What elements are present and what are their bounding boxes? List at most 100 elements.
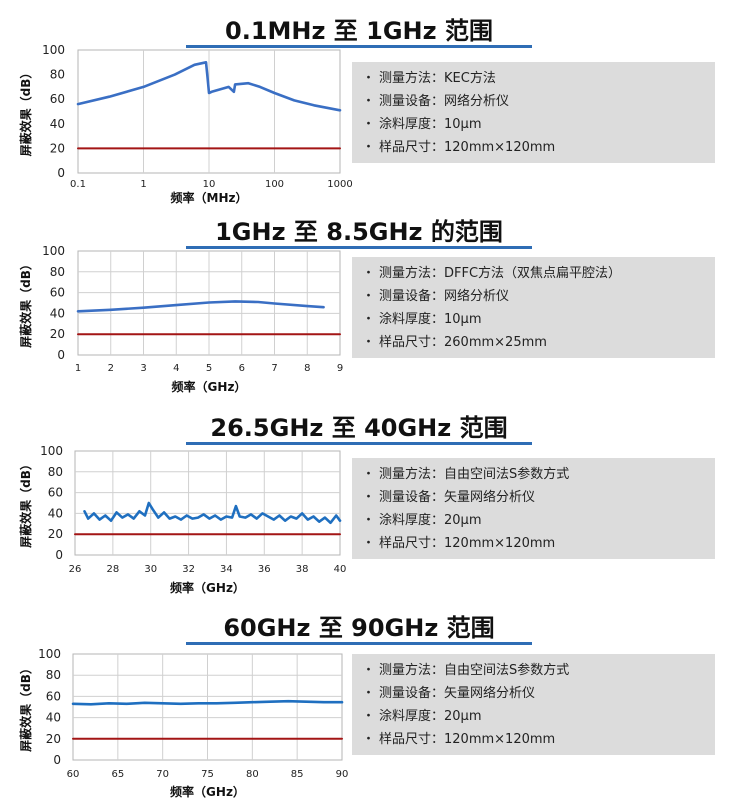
- y-tick-label: 80: [50, 68, 65, 82]
- y-tick-label: 80: [50, 265, 65, 279]
- series-line: [76, 300, 325, 313]
- x-axis-label: 频率（MHz）: [171, 190, 248, 205]
- x-tick-label: 60: [67, 769, 80, 780]
- x-tick-label: 100: [265, 179, 284, 190]
- x-tick-label: 1: [75, 363, 81, 374]
- x-tick-label: 6: [239, 363, 245, 374]
- x-tick-label: 2: [108, 363, 114, 374]
- x-tick-label: 1000: [327, 179, 352, 190]
- x-tick-label: 26: [69, 564, 82, 575]
- note-thickness: ・涂料厚度：20μm: [362, 709, 482, 724]
- x-axis-label: 频率（GHz）: [170, 580, 245, 595]
- x-tick-label: 85: [291, 769, 304, 780]
- y-axis-label: 屏蔽效果（dB）: [18, 67, 33, 158]
- note-thickness: ・涂料厚度：10μm: [362, 117, 482, 132]
- x-tick-label: 10: [203, 179, 216, 190]
- chart-1ghz-8.5ghz: 0 20 40 60 80 100 1 2 3 4 5 6 7 8 9 频率（GHz） 屏蔽效果（dB）: [18, 244, 343, 394]
- y-tick-label: 60: [50, 286, 65, 300]
- info-panel: ・测量方法：KEC方法 ・测量设备：网络分析仪 ・涂料厚度：10μm ・样品尺寸…: [352, 62, 715, 163]
- y-tick-label: 100: [40, 444, 63, 458]
- y-tick-label: 0: [57, 348, 65, 362]
- section-0.1mhz-1ghz: 0.1MHz 至 1GHz 范围 0 20 40 60 80 100 0.1 1 10 100 10…: [0, 0, 734, 205]
- y-tick-label: 20: [50, 327, 65, 341]
- info-panel: ・测量方法：自由空间法S参数方式 ・测量设备：矢量网络分析仪 ・涂料厚度：20μ…: [352, 458, 715, 559]
- series-line: [76, 60, 342, 112]
- chart-60ghz-90ghz: 0 20 40 60 80 100 60 65 70 75 80 85 90 频率（GHz） 屏蔽效果（dB…: [18, 647, 348, 799]
- y-tick-label: 20: [50, 141, 65, 155]
- y-tick-label: 20: [46, 732, 61, 746]
- title-underline: [186, 246, 532, 249]
- series-line: [83, 501, 342, 525]
- title-underline: [186, 442, 532, 445]
- note-sample-size: ・样品尺寸：120mm×120mm: [362, 536, 556, 551]
- section-60ghz-90ghz: 60GHz 至 90GHz 范围 0 20 40 60 80 100 60 65 70 75 80 8…: [0, 605, 734, 809]
- chart-title: 0.1MHz 至 1GHz 范围: [225, 17, 493, 45]
- note-method: ・测量方法：DFFC方法（双焦点扁平腔法）: [362, 266, 622, 281]
- y-tick-label: 0: [57, 166, 65, 180]
- x-tick-label: 7: [271, 363, 277, 374]
- x-axis-label: 频率（GHz）: [170, 784, 245, 799]
- x-tick-label: 5: [206, 363, 212, 374]
- y-tick-label: 80: [48, 465, 63, 479]
- y-tick-label: 20: [48, 527, 63, 541]
- note-equipment: ・测量设备：矢量网络分析仪: [362, 686, 536, 701]
- x-tick-label: 3: [140, 363, 146, 374]
- x-axis-label: 频率（GHz）: [172, 379, 247, 394]
- y-tick-label: 60: [46, 689, 61, 703]
- note-method: ・测量方法：自由空间法S参数方式: [362, 663, 570, 678]
- y-tick-label: 40: [50, 306, 65, 320]
- x-tick-label: 80: [246, 769, 259, 780]
- x-tick-label: 38: [296, 564, 309, 575]
- note-equipment: ・测量设备：网络分析仪: [362, 289, 510, 304]
- y-tick-label: 100: [38, 647, 61, 661]
- x-tick-label: 90: [336, 769, 349, 780]
- x-tick-label: 40: [334, 564, 347, 575]
- note-thickness: ・涂料厚度：10μm: [362, 312, 482, 327]
- y-tick-label: 60: [48, 486, 63, 500]
- chart-0.1mhz-1ghz: 0 20 40 60 80 100 0.1 1 10 100 1000 频率（MHz） 屏蔽效果（dB）: [18, 43, 353, 205]
- x-tick-label: 30: [144, 564, 157, 575]
- chart-title: 26.5GHz 至 40GHz 范围: [210, 414, 508, 442]
- x-tick-label: 65: [111, 769, 124, 780]
- note-equipment: ・测量设备：矢量网络分析仪: [362, 490, 536, 505]
- y-tick-label: 40: [48, 506, 63, 520]
- x-tick-label: 70: [156, 769, 169, 780]
- chart-26.5ghz-40ghz: 0 20 40 60 80 100 26 28 30 32 34 36 38 40 频率（GHz） 屏蔽效果（…: [18, 444, 347, 595]
- note-method: ・测量方法：KEC方法: [362, 71, 496, 86]
- y-tick-label: 40: [50, 117, 65, 131]
- x-tick-label: 75: [201, 769, 214, 780]
- section-1ghz-8.5ghz: 1GHz 至 8.5GHz 的范围 0 20 40 60 80 100 1 2 3 4 5 6 7 8 9 频…: [0, 205, 734, 405]
- x-tick-label: 0.1: [70, 179, 86, 190]
- y-tick-label: 40: [46, 711, 61, 725]
- info-panel: ・测量方法：DFFC方法（双焦点扁平腔法） ・测量设备：网络分析仪 ・涂料厚度：…: [352, 257, 715, 358]
- y-tick-label: 0: [55, 548, 63, 562]
- note-sample-size: ・样品尺寸：260mm×25mm: [362, 335, 547, 350]
- x-tick-label: 1: [140, 179, 146, 190]
- x-tick-label: 8: [304, 363, 310, 374]
- x-tick-label: 34: [220, 564, 233, 575]
- chart-title: 1GHz 至 8.5GHz 的范围: [215, 218, 503, 246]
- note-sample-size: ・样品尺寸：120mm×120mm: [362, 732, 556, 747]
- note-thickness: ・涂料厚度：20μm: [362, 513, 482, 528]
- series-line: [71, 699, 344, 706]
- x-tick-label: 28: [106, 564, 119, 575]
- y-tick-label: 60: [50, 92, 65, 106]
- x-tick-label: 32: [182, 564, 195, 575]
- note-sample-size: ・样品尺寸：120mm×120mm: [362, 140, 556, 155]
- title-underline: [186, 642, 532, 645]
- y-axis-label: 屏蔽效果（dB）: [18, 458, 33, 549]
- info-panel: ・测量方法：自由空间法S参数方式 ・测量设备：矢量网络分析仪 ・涂料厚度：20μ…: [352, 654, 715, 755]
- x-tick-label: 36: [258, 564, 271, 575]
- note-equipment: ・测量设备：网络分析仪: [362, 94, 510, 109]
- chart-title: 60GHz 至 90GHz 范围: [223, 614, 495, 642]
- y-tick-label: 0: [53, 753, 61, 767]
- title-underline: [186, 45, 532, 48]
- x-tick-label: 9: [337, 363, 343, 374]
- y-tick-label: 100: [42, 244, 65, 258]
- section-26.5ghz-40ghz: 26.5GHz 至 40GHz 范围 0 20 40 60 80 100 26 28 30 32 3…: [0, 405, 734, 605]
- note-method: ・测量方法：自由空间法S参数方式: [362, 467, 570, 482]
- x-tick-label: 4: [173, 363, 179, 374]
- y-axis-label: 屏蔽效果（dB）: [18, 662, 33, 753]
- y-tick-label: 80: [46, 668, 61, 682]
- y-axis-label: 屏蔽效果（dB）: [18, 258, 33, 349]
